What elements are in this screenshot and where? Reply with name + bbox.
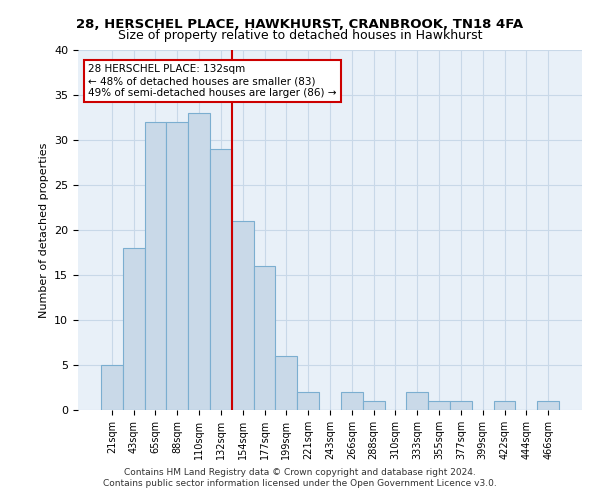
Bar [428, 401, 450, 410]
Bar [406, 392, 428, 410]
Bar [101, 365, 123, 410]
Bar [232, 221, 254, 410]
Bar [450, 401, 472, 410]
Text: 28 HERSCHEL PLACE: 132sqm
← 48% of detached houses are smaller (83)
49% of semi-: 28 HERSCHEL PLACE: 132sqm ← 48% of detac… [88, 64, 337, 98]
Bar [254, 266, 275, 410]
Bar [145, 122, 166, 410]
Bar [275, 356, 297, 410]
Text: Size of property relative to detached houses in Hawkhurst: Size of property relative to detached ho… [118, 29, 482, 42]
Bar [188, 113, 210, 410]
Y-axis label: Number of detached properties: Number of detached properties [38, 142, 49, 318]
Bar [123, 248, 145, 410]
Bar [297, 392, 319, 410]
Bar [494, 401, 515, 410]
Bar [537, 401, 559, 410]
Bar [166, 122, 188, 410]
Text: 28, HERSCHEL PLACE, HAWKHURST, CRANBROOK, TN18 4FA: 28, HERSCHEL PLACE, HAWKHURST, CRANBROOK… [76, 18, 524, 30]
Bar [341, 392, 363, 410]
Text: Contains HM Land Registry data © Crown copyright and database right 2024.
Contai: Contains HM Land Registry data © Crown c… [103, 468, 497, 487]
Bar [210, 149, 232, 410]
Bar [363, 401, 385, 410]
